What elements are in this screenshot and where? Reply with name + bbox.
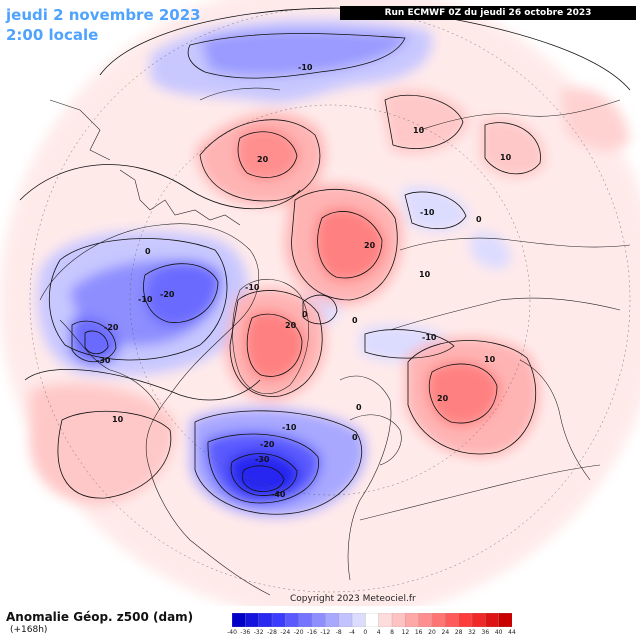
- colorbar-swatch: [271, 613, 286, 627]
- colorbar-swatch: [418, 613, 433, 627]
- colorbar-swatch: [298, 613, 313, 627]
- colorbar-swatch: [311, 613, 326, 627]
- colorbar-label: 20: [428, 629, 436, 636]
- contour-label: 20: [257, 155, 269, 164]
- contour-labels: -10 10 20 10 -10 0 20 10 0 -20 -10 -20 -…: [96, 63, 512, 499]
- colorbar-label: -40: [227, 629, 237, 636]
- contour-label: 0: [352, 433, 358, 442]
- contour-label: -20: [160, 290, 175, 299]
- contour-label: -10: [422, 333, 437, 342]
- forecast-time: 2:00 locale: [6, 26, 99, 44]
- forecast-date: jeudi 2 novembre 2023: [6, 6, 201, 24]
- colorbar-label: 28: [454, 629, 463, 636]
- colorbar-swatch: [232, 613, 246, 627]
- colorbar: [232, 613, 512, 627]
- colorbar-label: 40: [494, 629, 503, 636]
- contour-label: 0: [352, 316, 358, 325]
- colorbar-label: 44: [508, 629, 516, 636]
- contour-label: 0: [476, 215, 482, 224]
- colorbar-swatch: [431, 613, 446, 627]
- contour-label: -30: [255, 455, 270, 464]
- colorbar-label: -16: [307, 629, 317, 636]
- colorbar-swatch: [245, 613, 260, 627]
- colorbar-label: -4: [349, 629, 355, 636]
- contour-label: -20: [260, 440, 275, 449]
- contour-label: -10: [420, 208, 435, 217]
- colorbar-label: -28: [267, 629, 277, 636]
- colorbar-label: -36: [240, 629, 251, 636]
- contour-label: -30: [96, 356, 111, 365]
- contour-label: 0: [356, 403, 362, 412]
- contour-label: 20: [285, 321, 297, 330]
- contour-label: 10: [413, 126, 425, 135]
- colorbar-label: 8: [390, 629, 394, 636]
- colorbar-swatch: [365, 613, 380, 627]
- colorbar-label: -32: [253, 629, 264, 636]
- colorbar-swatch: [405, 613, 420, 627]
- lead-time: (+168h): [10, 625, 48, 635]
- colorbar-label: -24: [280, 629, 291, 636]
- contour-label: -10: [138, 295, 153, 304]
- colorbar-label: -20: [293, 629, 304, 636]
- colorbar-label: 32: [468, 629, 476, 636]
- contour-label: 10: [419, 270, 431, 279]
- colorbar-swatch: [338, 613, 353, 627]
- colorbar-label: 36: [481, 629, 490, 636]
- colorbar-label: 16: [414, 629, 423, 636]
- colorbar-swatch: [258, 613, 273, 627]
- contour-label: 0: [145, 247, 151, 256]
- colorbar-swatch: [351, 613, 366, 627]
- colorbar-swatch: [378, 613, 393, 627]
- field-title: Anomalie Géop. z500 (dam): [6, 610, 194, 624]
- contour-label: -10: [282, 423, 297, 432]
- contour-label: 0: [302, 310, 308, 319]
- colorbar-labels: -40 -36 -32 -28 -24 -20 -16 -12 -8 -4 0 4 8 12 16 20 24 2…: [227, 629, 516, 639]
- copyright: Copyright 2023 Meteociel.fr: [290, 594, 416, 604]
- colorbar-swatch: [498, 613, 512, 627]
- contour-label: 20: [437, 394, 449, 403]
- colorbar-label: 24: [441, 629, 450, 636]
- colorbar-label: 4: [376, 629, 381, 636]
- colorbar-label: 12: [401, 629, 410, 636]
- coastlines: [39, 87, 631, 596]
- contour-label: 10: [500, 153, 512, 162]
- colorbar-label: -12: [320, 629, 331, 636]
- contour-label: -10: [298, 63, 313, 72]
- contour-label: 10: [112, 415, 124, 424]
- contour-label: 10: [484, 355, 496, 364]
- colorbar-swatch: [391, 613, 406, 627]
- contour-label: -20: [104, 323, 119, 332]
- graticule: [29, 7, 631, 593]
- colorbar-swatch: [445, 613, 460, 627]
- anomaly-fill: [0, 0, 640, 620]
- colorbar-swatch: [485, 613, 500, 627]
- contour-label: -10: [245, 283, 260, 292]
- colorbar-swatch: [285, 613, 300, 627]
- colorbar-swatch: [325, 613, 340, 627]
- colorbar-swatch: [471, 613, 486, 627]
- colorbar-swatch: [458, 613, 473, 627]
- run-info-banner: Run ECMWF 0Z du jeudi 26 octobre 2023: [340, 6, 636, 20]
- colorbar-label: -8: [335, 629, 342, 636]
- contour-label: -40: [271, 490, 286, 499]
- colorbar-label: 0: [363, 629, 368, 636]
- contour-label: 20: [364, 241, 376, 250]
